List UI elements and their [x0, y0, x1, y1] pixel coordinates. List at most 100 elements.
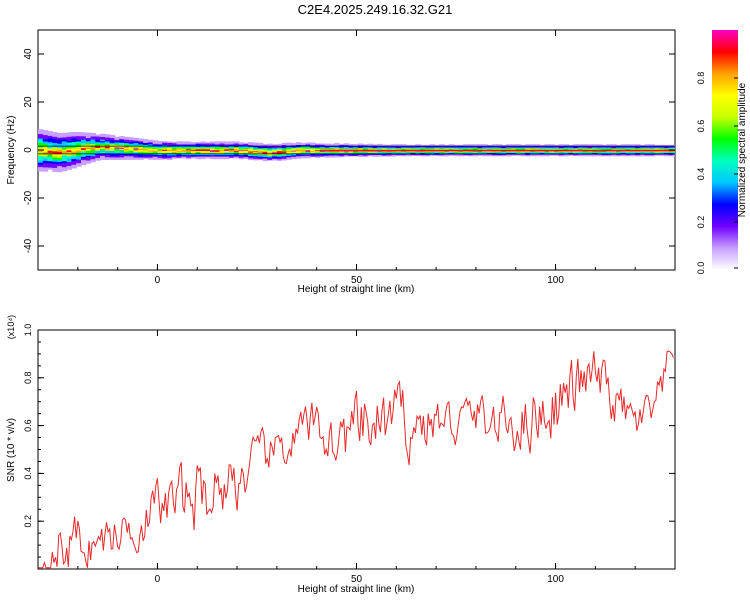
heatmap-cell [401, 144, 407, 146]
heatmap-cell [248, 153, 254, 156]
heatmap-cell [85, 151, 92, 155]
heatmap-cell [415, 147, 421, 149]
heatmap-cell [286, 158, 292, 160]
heatmap-cell [267, 146, 273, 149]
heatmap-cell [119, 147, 125, 149]
heatmap-cell [243, 157, 249, 159]
heatmap-cell [205, 149, 211, 151]
heatmap-cell [563, 154, 569, 156]
heatmap-cell [300, 154, 307, 157]
heatmap-cell [530, 150, 536, 152]
heatmap-cell [95, 146, 101, 148]
heatmap-cell [195, 143, 202, 146]
heatmap-cell [42, 134, 49, 138]
heatmap-cell [305, 144, 311, 146]
heatmap-cell [57, 159, 63, 162]
heatmap-cell [152, 150, 159, 152]
heatmap-cell [315, 155, 321, 157]
heatmap-cell [52, 169, 58, 172]
heatmap-cell [76, 162, 82, 165]
heatmap-cell [382, 148, 388, 150]
heatmap-cell [100, 147, 106, 150]
heatmap-cell [386, 144, 393, 146]
heatmap-cell [42, 147, 49, 151]
heatmap-cell [286, 157, 292, 159]
heatmap-cell [339, 152, 345, 154]
heatmap-cell [233, 147, 240, 149]
heatmap-cell [205, 151, 211, 153]
heatmap-cell [66, 157, 73, 161]
heatmap-cell [200, 143, 206, 146]
heatmap-cell [577, 150, 584, 152]
heatmap-cell [640, 148, 646, 150]
heatmap-cell [224, 142, 230, 144]
heatmap-cell [310, 149, 316, 151]
heatmap-cell [205, 148, 211, 151]
heatmap-cell [186, 148, 192, 151]
heatmap-cell [291, 147, 297, 150]
heatmap-cell [190, 147, 197, 150]
heatmap-cell [57, 151, 63, 154]
heatmap-cell [315, 148, 321, 150]
heatmap-cell [606, 147, 612, 149]
heatmap-cell [367, 148, 373, 150]
heatmap-cell [214, 148, 221, 151]
heatmap-cell [143, 139, 149, 141]
heatmap-cell [468, 151, 474, 153]
heatmap-cell [305, 146, 311, 148]
heatmap-cell [673, 144, 675, 146]
heatmap-cell [477, 144, 483, 146]
heatmap-cell [181, 144, 187, 147]
heatmap-cell [157, 142, 163, 145]
heatmap-cell [219, 146, 225, 148]
heatmap-cell [100, 154, 106, 156]
heatmap-cell [152, 152, 159, 154]
heatmap-cell [296, 157, 302, 159]
heatmap-cell [200, 157, 206, 159]
heatmap-cell [152, 148, 159, 150]
heatmap-cell [205, 157, 211, 159]
heatmap-cell [109, 149, 116, 151]
heatmap-cell [52, 165, 58, 168]
snr-y-tick-label: 1.0 [23, 324, 33, 337]
heatmap-cell [133, 137, 139, 140]
heatmap-cell [324, 143, 331, 145]
heatmap-cell [382, 148, 388, 150]
heatmap-cell [167, 149, 173, 152]
heatmap-cell [47, 137, 53, 141]
heatmap-cell [520, 148, 526, 150]
heatmap-cell [109, 158, 116, 160]
heatmap-cell [133, 157, 139, 159]
heatmap-cell [358, 148, 364, 150]
heatmap-cell [673, 154, 675, 156]
heatmap-cell [214, 152, 221, 154]
heatmap-cell [38, 157, 44, 161]
heatmap-cell [66, 149, 73, 153]
heatmap-cell [425, 151, 431, 153]
heatmap-cell [291, 147, 297, 149]
heatmap-cell [606, 150, 612, 152]
heatmap-cell [425, 149, 431, 151]
heatmap-cell [396, 151, 402, 153]
heatmap-cell [530, 152, 536, 154]
heatmap-cell [229, 144, 235, 147]
heatmap-cell [281, 147, 288, 150]
heatmap-cell [506, 154, 512, 156]
heatmap-cell [644, 144, 651, 146]
heatmap-cell [152, 142, 159, 144]
heatmap-cell [587, 144, 593, 146]
heatmap-cell [276, 148, 283, 151]
heatmap-cell [673, 147, 675, 149]
heatmap-cell [300, 152, 307, 154]
heatmap-cell [668, 147, 674, 149]
heatmap-cell [128, 147, 135, 150]
heatmap-cell [200, 157, 206, 160]
heatmap-cell [597, 144, 603, 146]
heatmap-cell [401, 148, 407, 150]
heatmap-cell [272, 150, 278, 153]
heatmap-cell [104, 151, 111, 154]
heatmap-cell [654, 144, 660, 146]
heatmap-cell [176, 144, 182, 146]
heatmap-cell [85, 161, 92, 164]
